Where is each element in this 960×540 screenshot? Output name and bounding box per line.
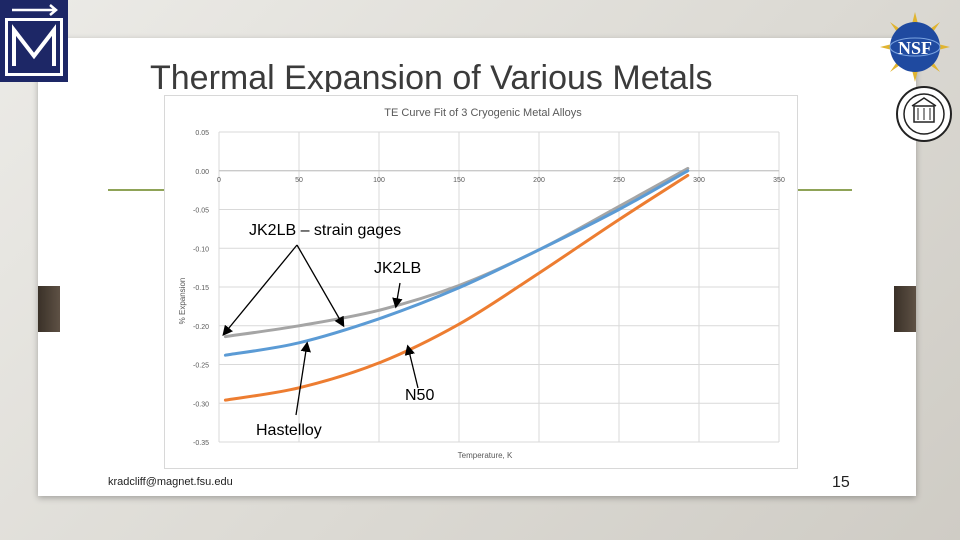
right-edge-bar	[894, 286, 916, 332]
nsf-text: NSF	[898, 38, 932, 58]
y-tick-label: -0.30	[193, 401, 209, 408]
nsf-logo: NSF	[880, 12, 950, 82]
y-tick-label: 0.05	[195, 130, 209, 137]
arrow-strain-gage-2	[296, 244, 345, 328]
series-line-1	[223, 169, 690, 357]
x-tick-label: 50	[295, 177, 303, 184]
arrow-jk2lb	[392, 282, 403, 309]
university-seal	[896, 86, 952, 142]
x-tick-label: 300	[693, 177, 705, 184]
magnet-lab-logo	[0, 0, 68, 82]
seal-icon	[896, 86, 952, 142]
y-tick-label: -0.15	[193, 285, 209, 292]
x-tick-label: 0	[217, 177, 221, 184]
y-tick-label: -0.25	[193, 363, 209, 370]
page-number: 15	[832, 474, 850, 491]
x-tick-label: 250	[613, 177, 625, 184]
y-tick-label: -0.10	[193, 246, 209, 253]
series-line-2	[223, 173, 690, 402]
x-tick-label: 100	[373, 177, 385, 184]
y-axis-label: % Expansion	[178, 278, 187, 325]
annotation-jk2lb: JK2LB	[374, 260, 422, 277]
x-tick-label: 200	[533, 177, 545, 184]
te-curve-chart: TE Curve Fit of 3 Cryogenic Metal Alloys…	[178, 107, 785, 460]
arrow-n50	[404, 344, 419, 389]
left-edge-bar	[38, 286, 60, 332]
y-tick-label: -0.35	[193, 440, 209, 447]
x-axis-label: Temperature, K	[458, 451, 513, 460]
chart-title: TE Curve Fit of 3 Cryogenic Metal Alloys	[384, 107, 582, 119]
arrow-strain-gage-1	[222, 244, 298, 337]
y-tick-label: 0.00	[195, 169, 209, 176]
series-line-0	[223, 166, 690, 339]
x-tick-label: 150	[453, 177, 465, 184]
chart-image: TE Curve Fit of 3 Cryogenic Metal Alloys…	[164, 95, 798, 469]
nsf-globe-icon: NSF	[880, 12, 950, 82]
annotation-strain-gages: JK2LB – strain gages	[249, 222, 402, 239]
annotation-n50: N50	[405, 387, 435, 404]
y-tick-label: -0.20	[193, 324, 209, 331]
annotation-hastelloy: Hastelloy	[256, 422, 322, 439]
m-logo-icon	[0, 0, 68, 82]
x-tick-label: 350	[773, 177, 785, 184]
arrow-hastelloy	[295, 341, 311, 416]
footer-email: kradcliff@magnet.fsu.edu	[108, 476, 233, 488]
slide-title: Thermal Expansion of Various Metals	[150, 59, 713, 92]
y-tick-label: -0.05	[193, 208, 209, 215]
